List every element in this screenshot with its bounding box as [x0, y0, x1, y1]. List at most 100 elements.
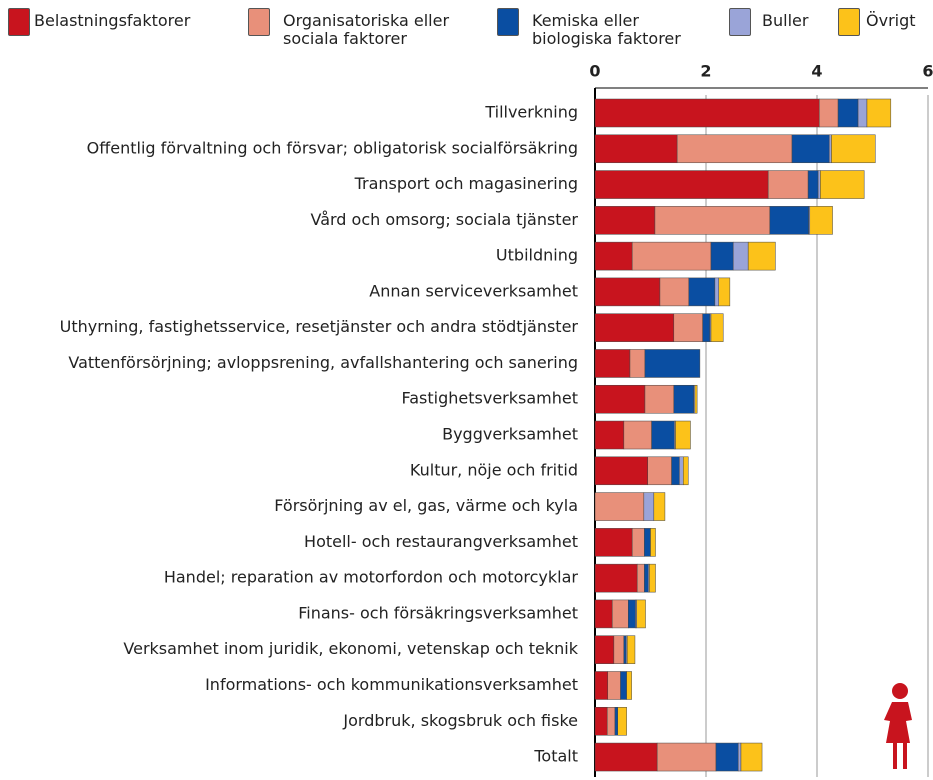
bar-segment	[623, 420, 652, 450]
bar-segment	[644, 528, 651, 557]
y-tick-label: Vattenförsörjning; avloppsrening, avfall…	[68, 353, 578, 372]
bar-segment	[818, 98, 839, 128]
bar-segment	[654, 206, 771, 235]
bar-segment	[626, 635, 636, 664]
bar-segment	[647, 456, 672, 486]
bar-segment	[718, 277, 731, 307]
bar-segment	[613, 635, 625, 664]
bar-segment	[594, 134, 678, 164]
bar-segment	[594, 528, 633, 557]
bar-segment	[688, 277, 716, 307]
bar-segment	[620, 671, 627, 700]
bar-segment	[643, 492, 655, 521]
bar-segment	[594, 98, 820, 128]
bar-segment	[702, 313, 711, 342]
bar-segment	[594, 277, 661, 307]
bar-segment	[594, 599, 613, 629]
bar-segment	[710, 241, 734, 271]
bar-segment	[820, 170, 865, 199]
bar-segment	[614, 707, 619, 736]
bar-segment	[594, 170, 769, 199]
bar-segment	[631, 528, 645, 557]
bar-segment	[694, 384, 698, 414]
bar-segment	[740, 742, 763, 772]
bar-segment	[732, 241, 749, 271]
bar-segment	[671, 456, 680, 486]
bar-segment	[594, 707, 608, 736]
bar-segment	[650, 528, 656, 557]
bar-segment	[714, 277, 720, 307]
bar-segment	[673, 384, 695, 414]
bar-segment	[656, 742, 717, 772]
legend-label: Belastningsfaktorer	[34, 11, 191, 30]
bar-segment	[636, 563, 645, 593]
bar-segment	[831, 134, 876, 164]
woman-icon	[884, 683, 912, 769]
bar-segment	[769, 206, 809, 235]
bar-segment	[682, 456, 689, 486]
bar-segment	[594, 384, 646, 414]
bar-segment	[594, 313, 675, 342]
bar-segment	[809, 206, 833, 235]
bar-segment	[791, 134, 830, 164]
y-tick-label: Hotell- och restaurangverksamhet	[304, 532, 578, 551]
bar-segment	[866, 98, 892, 128]
bar-segment	[644, 563, 649, 593]
y-tick-label: Offentlig förvaltning och försvar; oblig…	[87, 138, 578, 157]
y-tick-label: Uthyrning, fastighetsservice, resetjänst…	[60, 317, 579, 336]
bar-segment	[594, 206, 656, 235]
y-tick-label: Annan serviceverksamhet	[369, 281, 578, 300]
bar-segment	[594, 742, 658, 772]
bar-segment	[837, 98, 859, 128]
bar-segment	[594, 635, 615, 664]
legend-swatch	[8, 8, 30, 36]
x-tick-label: 6	[922, 62, 933, 81]
bar-segment	[747, 241, 776, 271]
x-tick-label: 0	[589, 62, 600, 81]
bar-segment	[628, 599, 636, 629]
bar-segment	[594, 456, 648, 486]
bar-segment	[828, 134, 832, 164]
bar-segment	[715, 742, 739, 772]
legend-swatch	[729, 8, 751, 36]
bar-segment	[673, 313, 703, 342]
bar-segment	[631, 241, 712, 271]
bar-segment	[623, 635, 627, 664]
y-tick-label: Jordbruk, skogsbruk och fiske	[342, 711, 578, 730]
bar-segment	[679, 456, 684, 486]
bar-segment	[594, 563, 638, 593]
bar-segment	[636, 599, 646, 629]
bar-segment	[594, 241, 633, 271]
bar-segment	[807, 170, 819, 199]
bar-segment	[617, 707, 627, 736]
bar-segment	[857, 98, 868, 128]
bar-segment	[644, 349, 701, 378]
y-tick-label: Informations- och kommunikationsverksamh…	[205, 675, 578, 694]
bar-segment	[817, 170, 821, 199]
legend-swatch	[497, 8, 519, 36]
y-tick-label: Försörjning av el, gas, värme och kyla	[274, 496, 578, 515]
legend-label: Kemiska eller biologiska faktorer	[532, 11, 681, 48]
bar-segment	[767, 170, 809, 199]
bar-segment	[594, 349, 631, 378]
bar-segment	[611, 599, 629, 629]
bar-segment	[737, 742, 742, 772]
y-tick-label: Kultur, nöje och fritid	[410, 460, 578, 479]
bar-segment	[651, 420, 675, 450]
y-tick-label: Verksamhet inom juridik, ekonomi, vetens…	[123, 639, 578, 658]
bar-segment	[710, 313, 724, 342]
y-tick-label: Utbildning	[496, 246, 578, 265]
bar-segment	[653, 492, 666, 521]
bar-segment	[594, 492, 645, 521]
bar-segment	[606, 707, 616, 736]
legend-swatch	[838, 8, 860, 36]
x-tick-label: 2	[700, 62, 711, 81]
legend-swatch	[248, 8, 270, 36]
y-tick-label: Totalt	[533, 747, 578, 766]
bar-segment	[629, 349, 646, 378]
bar-segment	[626, 671, 632, 700]
y-tick-label: Byggverksamhet	[442, 425, 578, 444]
x-tick-label: 4	[811, 62, 822, 81]
